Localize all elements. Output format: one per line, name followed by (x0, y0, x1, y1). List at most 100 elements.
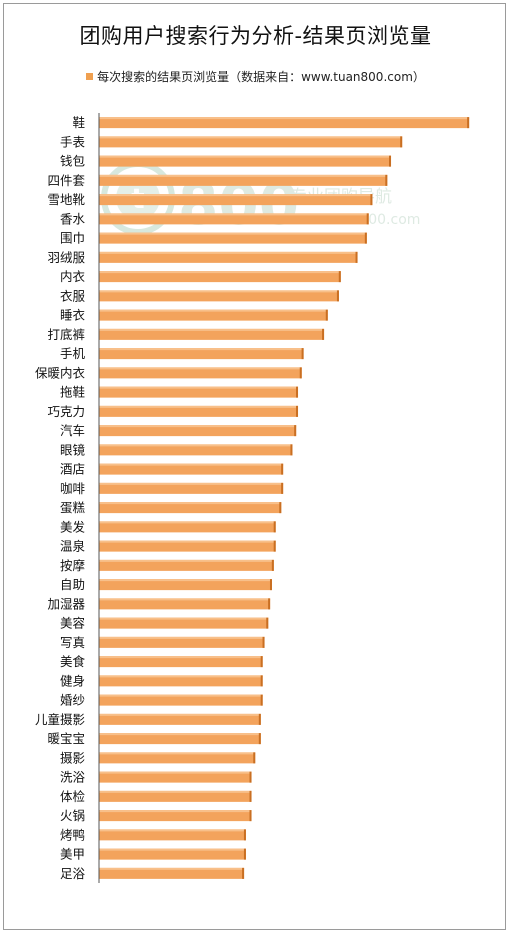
legend-swatch (86, 73, 94, 80)
bar (99, 675, 263, 687)
bar (99, 848, 246, 860)
bar-end-cap (290, 444, 293, 456)
category-label: 汽车 (60, 423, 85, 438)
bar-body (99, 155, 392, 167)
bar-highlight (99, 194, 373, 197)
bar-body (99, 867, 245, 879)
bar-highlight (99, 790, 252, 793)
category-label: 儿童摄影 (35, 712, 86, 727)
bar-highlight (99, 829, 246, 832)
bar-group (99, 117, 470, 879)
bar-body (99, 386, 299, 398)
bar-highlight (99, 117, 470, 120)
category-label: 内衣 (60, 269, 86, 284)
bar-body (99, 829, 246, 841)
bar (99, 444, 293, 456)
category-label: 按摩 (60, 558, 86, 573)
legend-label: 每次搜索的结果页浏览量（数据来自：www.tuan800.com） (97, 70, 425, 84)
category-label: 四件套 (47, 173, 85, 188)
bar-body (99, 271, 341, 283)
category-label: 睡衣 (60, 308, 86, 323)
bar (99, 213, 369, 225)
bar (99, 502, 282, 514)
bar-highlight (99, 867, 245, 870)
bar-highlight (99, 636, 265, 639)
bar (99, 713, 261, 725)
bar (99, 771, 252, 783)
bar-body (99, 309, 328, 321)
bar-highlight (99, 559, 274, 562)
bar (99, 559, 274, 571)
category-label: 酒店 (60, 462, 85, 477)
bar-body (99, 348, 304, 360)
bar-end-cap (281, 463, 284, 475)
bar-end-cap (385, 174, 388, 186)
bar (99, 155, 392, 167)
bar (99, 829, 246, 841)
bar-body (99, 598, 271, 610)
bar (99, 521, 276, 533)
bar-end-cap (260, 675, 263, 687)
chart-title: 团购用户搜索行为分析-结果页浏览量 (79, 24, 432, 48)
bar-end-cap (269, 579, 272, 591)
bar (99, 810, 252, 822)
bar-end-cap (249, 810, 252, 822)
bar (99, 136, 403, 148)
bar-highlight (99, 752, 256, 755)
bar-end-cap (279, 502, 282, 514)
category-label: 保暖内衣 (35, 365, 86, 380)
bar-end-cap (281, 482, 284, 494)
bar-end-cap (273, 540, 276, 552)
bar-body (99, 540, 276, 552)
bar-end-cap (370, 194, 373, 206)
bar (99, 117, 470, 129)
bar (99, 482, 284, 494)
bar-end-cap (242, 867, 245, 879)
bar-body (99, 136, 403, 148)
category-label: 写真 (60, 635, 85, 650)
bar-body (99, 194, 373, 206)
bar-body (99, 675, 263, 687)
bar-end-cap (355, 251, 358, 263)
category-label-group: 鞋手表钱包四件套雪地靴香水围巾羽绒服内衣衣服睡衣打底裤手机保暖内衣拖鞋巧克力汽车… (35, 115, 86, 881)
bar-end-cap (389, 155, 392, 167)
category-label: 足浴 (60, 866, 86, 881)
bar-end-cap (271, 559, 274, 571)
bar (99, 386, 299, 398)
bar-body (99, 290, 339, 302)
bar-highlight (99, 656, 263, 659)
bar (99, 405, 299, 417)
bar (99, 174, 388, 186)
bar (99, 271, 341, 283)
bar (99, 656, 263, 668)
category-label: 巧克力 (47, 404, 85, 419)
bar-end-cap (296, 405, 299, 417)
category-label: 温泉 (60, 539, 86, 554)
bar-highlight (99, 848, 246, 851)
bar (99, 290, 339, 302)
bar (99, 232, 367, 244)
category-label: 摄影 (60, 750, 86, 765)
bar-end-cap (364, 232, 367, 244)
bar-body (99, 559, 274, 571)
bar (99, 867, 245, 879)
bar-body (99, 810, 252, 822)
bar (99, 694, 263, 706)
bar-end-cap (243, 829, 246, 841)
bar (99, 790, 252, 802)
category-label: 健身 (60, 673, 85, 688)
bar-highlight (99, 386, 299, 389)
bar-end-cap (249, 790, 252, 802)
bar-highlight (99, 733, 261, 736)
bar-body (99, 579, 272, 591)
bar-end-cap (268, 598, 271, 610)
bar-end-cap (253, 752, 256, 764)
bar-body (99, 790, 252, 802)
bar (99, 598, 271, 610)
bar (99, 309, 328, 321)
bar-highlight (99, 290, 339, 293)
bar-body (99, 251, 358, 263)
bar-body (99, 328, 325, 340)
bar-body (99, 213, 369, 225)
